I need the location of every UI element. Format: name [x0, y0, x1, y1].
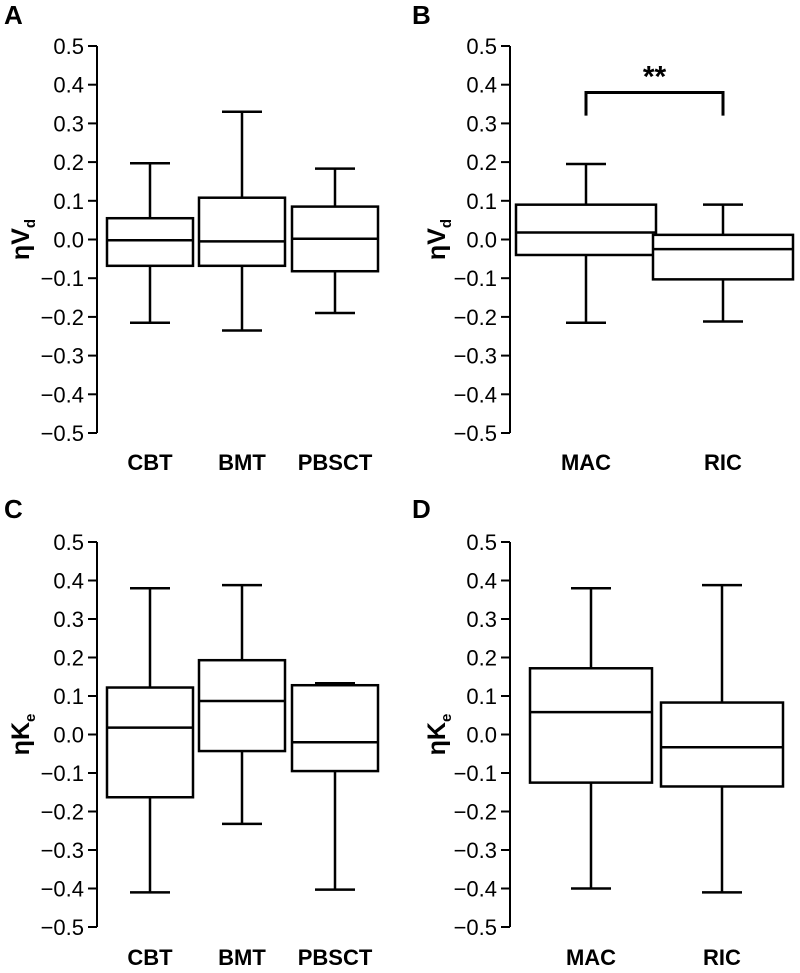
y-tick-label: −0.2 [41, 305, 84, 330]
y-tick-label: −0.3 [41, 344, 84, 369]
y-axis-label: ηKe [7, 714, 39, 756]
y-tick-label: 0.0 [53, 723, 84, 748]
y-axis-label: ηVd [423, 219, 455, 260]
y-tick-label: 0.3 [53, 607, 84, 632]
y-axis-label-subscript: d [438, 219, 455, 228]
box-mac [528, 667, 654, 784]
y-tick-label: 0.3 [466, 111, 497, 136]
category-label-pbsct: PBSCT [298, 945, 373, 970]
y-tick-label: −0.1 [41, 266, 84, 291]
category-label-bmt: BMT [218, 450, 266, 475]
category-label-pbsct: PBSCT [298, 450, 373, 475]
y-tick-label: 0.0 [466, 723, 497, 748]
y-tick-label: 0.1 [466, 684, 497, 709]
y-tick-label: −0.2 [454, 305, 497, 330]
box-ric [659, 701, 785, 788]
y-tick-label: −0.1 [454, 266, 497, 291]
y-tick-label: −0.2 [454, 800, 497, 825]
y-tick-label: 0.3 [53, 111, 84, 136]
box-pbsct [290, 683, 380, 773]
y-tick-label: 0.2 [53, 646, 84, 671]
panel-label-a: A [4, 0, 23, 30]
y-tick-label: −0.5 [41, 421, 84, 446]
category-label-cbt: CBT [127, 945, 173, 970]
box-cbt [105, 686, 195, 799]
y-tick-label: −0.1 [454, 761, 497, 786]
y-tick-label: 0.0 [53, 228, 84, 253]
box-ric [651, 233, 795, 281]
y-tick-label: 0.1 [53, 684, 84, 709]
significance-marker: ** [643, 60, 667, 93]
y-tick-label: −0.3 [454, 838, 497, 863]
y-tick-label: 0.1 [53, 189, 84, 214]
y-tick-label: 0.5 [53, 34, 84, 59]
y-tick-label: 0.2 [466, 646, 497, 671]
y-tick-label: −0.3 [454, 344, 497, 369]
y-tick-label: −0.4 [454, 382, 497, 407]
y-tick-label: 0.4 [466, 73, 497, 98]
y-axis-label: ηVd [7, 219, 39, 260]
y-tick-label: 0.4 [53, 569, 84, 594]
y-tick-label: −0.4 [41, 877, 84, 902]
y-tick-label: −0.5 [454, 421, 497, 446]
y-tick-label: 0.3 [466, 607, 497, 632]
y-tick-label: 0.0 [466, 228, 497, 253]
y-tick-label: 0.4 [466, 569, 497, 594]
y-tick-label: 0.5 [53, 530, 84, 555]
box-bmt [197, 196, 287, 268]
panel-label-b: B [412, 0, 431, 30]
category-label-mac: MAC [561, 450, 611, 475]
category-label-mac: MAC [566, 945, 616, 970]
y-axis-label-subscript: d [22, 219, 39, 228]
category-label-ric: RIC [703, 945, 741, 970]
y-tick-label: 0.1 [466, 189, 497, 214]
y-axis-label: ηKe [423, 714, 455, 756]
category-label-bmt: BMT [218, 945, 266, 970]
significance-bracket [584, 90, 725, 116]
y-tick-label: −0.1 [41, 761, 84, 786]
y-axis-label-main: ηK [423, 722, 451, 755]
y-tick-label: 0.4 [53, 73, 84, 98]
panel-label-c: C [4, 494, 23, 524]
category-label-ric: RIC [704, 450, 742, 475]
y-axis-label-subscript: e [438, 714, 455, 722]
category-label-cbt: CBT [127, 450, 173, 475]
y-tick-label: −0.4 [454, 877, 497, 902]
y-tick-label: 0.2 [466, 150, 497, 175]
y-axis-label-main: ηK [7, 722, 35, 755]
y-axis-label-subscript: e [22, 714, 39, 722]
y-tick-label: 0.5 [466, 34, 497, 59]
y-tick-label: −0.3 [41, 838, 84, 863]
y-axis-label-main: ηV [7, 228, 35, 260]
y-tick-label: −0.2 [41, 800, 84, 825]
y-tick-label: −0.5 [454, 915, 497, 940]
y-tick-label: 0.2 [53, 150, 84, 175]
box-bmt [197, 658, 287, 753]
y-tick-label: 0.5 [466, 530, 497, 555]
panel-label-d: D [412, 494, 431, 524]
y-axis-label-main: ηV [423, 228, 451, 260]
box-cbt [105, 216, 195, 268]
box-mac [514, 203, 658, 257]
y-tick-label: −0.4 [41, 382, 84, 407]
y-tick-label: −0.5 [41, 915, 84, 940]
